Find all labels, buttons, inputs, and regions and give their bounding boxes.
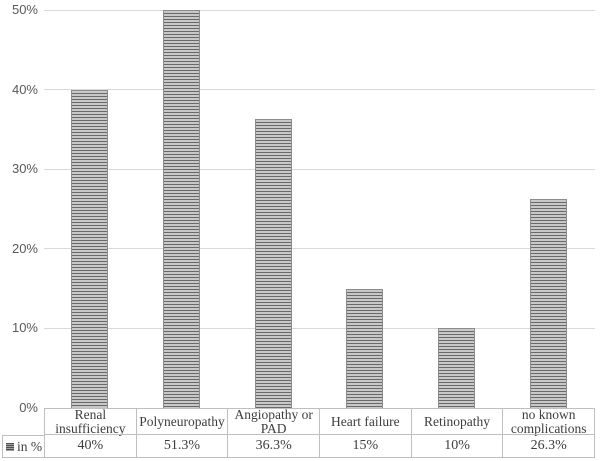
data-table-category-row: Renal insufficiency Polyneuropathy Angiopa…	[44, 408, 595, 435]
y-tick-label: 0%	[19, 400, 38, 415]
legend-cell: in %	[2, 435, 45, 458]
bar-no-known-complications	[529, 198, 567, 408]
gridline	[44, 327, 595, 329]
category-cell: Retinopathy	[410, 409, 503, 435]
category-cell: Polyneuropathy	[135, 409, 228, 435]
value-cell: 15%	[319, 435, 411, 457]
value-cell: 40%	[44, 435, 136, 457]
bar-polyneuropathy	[163, 10, 200, 408]
gridline	[44, 9, 595, 11]
data-table-value-row: 40% 51.3% 36.3% 15% 10% 26.3%	[44, 434, 595, 458]
y-tick-label: 20%	[11, 240, 38, 256]
gridline	[44, 89, 595, 91]
gridline	[44, 168, 595, 170]
bar-renal-insufficiency	[71, 89, 109, 408]
y-tick-label: 30%	[11, 161, 38, 177]
category-cell: Heart failure	[319, 409, 411, 435]
bar-angiopathy-or-pad	[254, 119, 292, 408]
value-cell: 51.3%	[135, 435, 228, 457]
y-tick-label: 50%	[11, 2, 38, 17]
value-cell: 26.3%	[502, 435, 594, 457]
y-tick-label: 40%	[11, 81, 38, 97]
value-cell: 36.3%	[227, 435, 319, 457]
bar-heart-failure	[346, 288, 384, 408]
series-swatch-icon	[6, 442, 14, 451]
bar-retinopathy	[438, 328, 475, 408]
legend-label: in %	[17, 438, 43, 454]
category-cell: no known complications	[502, 408, 594, 435]
category-cell: Angiopathy or PAD	[227, 408, 319, 435]
y-tick-label: 10%	[11, 320, 38, 336]
gridline	[44, 248, 595, 250]
value-cell: 10%	[410, 435, 503, 457]
category-cell: Renal insufficiency	[44, 408, 136, 435]
